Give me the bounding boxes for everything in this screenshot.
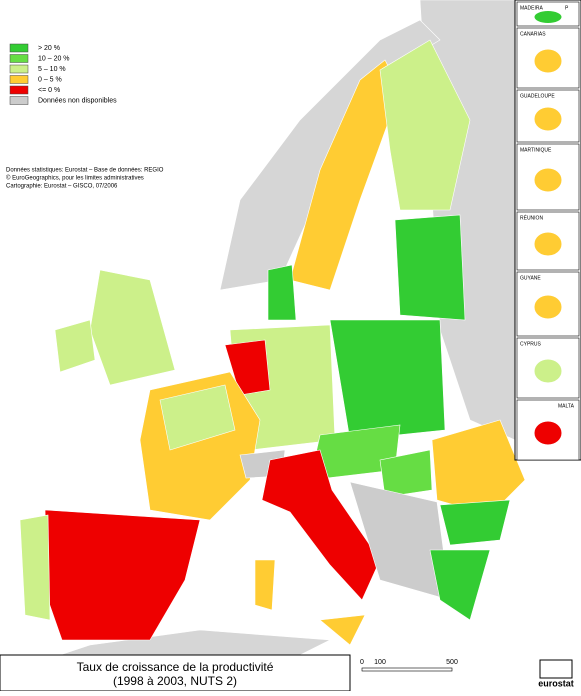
scale-label: 100 bbox=[374, 659, 386, 666]
poland bbox=[329, 319, 446, 441]
map bbox=[19, 0, 526, 656]
legend-swatch bbox=[9, 43, 29, 53]
italy bbox=[261, 449, 381, 601]
inset-label: GUADELOUPE bbox=[520, 93, 555, 99]
legend-label: > 20 % bbox=[38, 45, 60, 52]
legend-label: 10 – 20 % bbox=[38, 55, 70, 62]
scale-label: 0 bbox=[360, 659, 364, 666]
legend: > 20 % 10 – 20 % 5 – 10 % 0 – 5 % <= 0 % Donn… bbox=[9, 43, 117, 105]
legend-label: 5 – 10 % bbox=[38, 66, 66, 73]
sicily bbox=[319, 614, 366, 646]
subtitle: (1998 à 2003, NUTS 2) bbox=[113, 674, 237, 688]
logo-mark bbox=[539, 659, 573, 679]
sardinia bbox=[254, 559, 276, 611]
baltics bbox=[394, 214, 466, 321]
inset-label: P bbox=[565, 5, 569, 11]
legend-swatch bbox=[9, 64, 29, 74]
inset-label: MADEIRA bbox=[520, 5, 543, 11]
benelux bbox=[224, 339, 271, 396]
title: Taux de croissance de la productivité bbox=[77, 660, 274, 674]
inset-label: MALTA bbox=[558, 403, 575, 409]
inset-land bbox=[533, 48, 563, 74]
source-line: Données statistiques: Eurostat – Base de… bbox=[6, 168, 164, 174]
source-line: Cartographie: Eurostat – GISCO, 07/2006 bbox=[6, 184, 118, 190]
great-britain bbox=[89, 269, 176, 386]
inset-label: CANARIAS bbox=[520, 31, 546, 37]
scale-bar: 0 100 500 bbox=[360, 659, 458, 672]
legend-swatch bbox=[9, 75, 29, 84]
ireland bbox=[54, 319, 96, 373]
legend-label: 0 – 5 % bbox=[38, 76, 62, 83]
legend-swatch bbox=[9, 96, 29, 105]
inset-land bbox=[533, 10, 563, 24]
denmark bbox=[267, 264, 297, 321]
inset-land bbox=[533, 106, 563, 132]
inset-land bbox=[533, 420, 563, 446]
source-line: © EuroGeographics, pour les limites admi… bbox=[6, 175, 144, 182]
inset-label: GUYANE bbox=[520, 275, 541, 281]
logo: eurostat bbox=[538, 678, 574, 688]
inset-label: MARTINIQUE bbox=[520, 147, 552, 153]
legend-swatch bbox=[9, 85, 29, 95]
scale-rule bbox=[361, 667, 453, 672]
inset-land bbox=[533, 294, 563, 320]
inset-land bbox=[533, 167, 563, 193]
inset-land bbox=[533, 358, 563, 384]
bulgaria bbox=[439, 499, 511, 546]
finland bbox=[379, 39, 471, 211]
scale-label: 500 bbox=[446, 659, 458, 666]
legend-label: Données non disponibles bbox=[38, 97, 117, 104]
portugal bbox=[19, 514, 51, 621]
france-north bbox=[159, 384, 236, 451]
inset-land bbox=[533, 231, 563, 257]
romania bbox=[431, 419, 526, 516]
sources: Données statistiques: Eurostat – Base de… bbox=[6, 168, 164, 190]
inset-label: RÉUNION bbox=[520, 214, 543, 221]
title-box bbox=[0, 654, 351, 692]
legend-swatch bbox=[9, 54, 29, 63]
greece bbox=[429, 549, 491, 621]
legend-label: <= 0 % bbox=[38, 87, 60, 94]
inset-label: CYPRUS bbox=[520, 341, 542, 347]
hungary bbox=[379, 449, 433, 498]
insets: MADEIRA CANARIAS GUADELOUPE MARTINIQUE RÉUNI… bbox=[514, 0, 581, 461]
